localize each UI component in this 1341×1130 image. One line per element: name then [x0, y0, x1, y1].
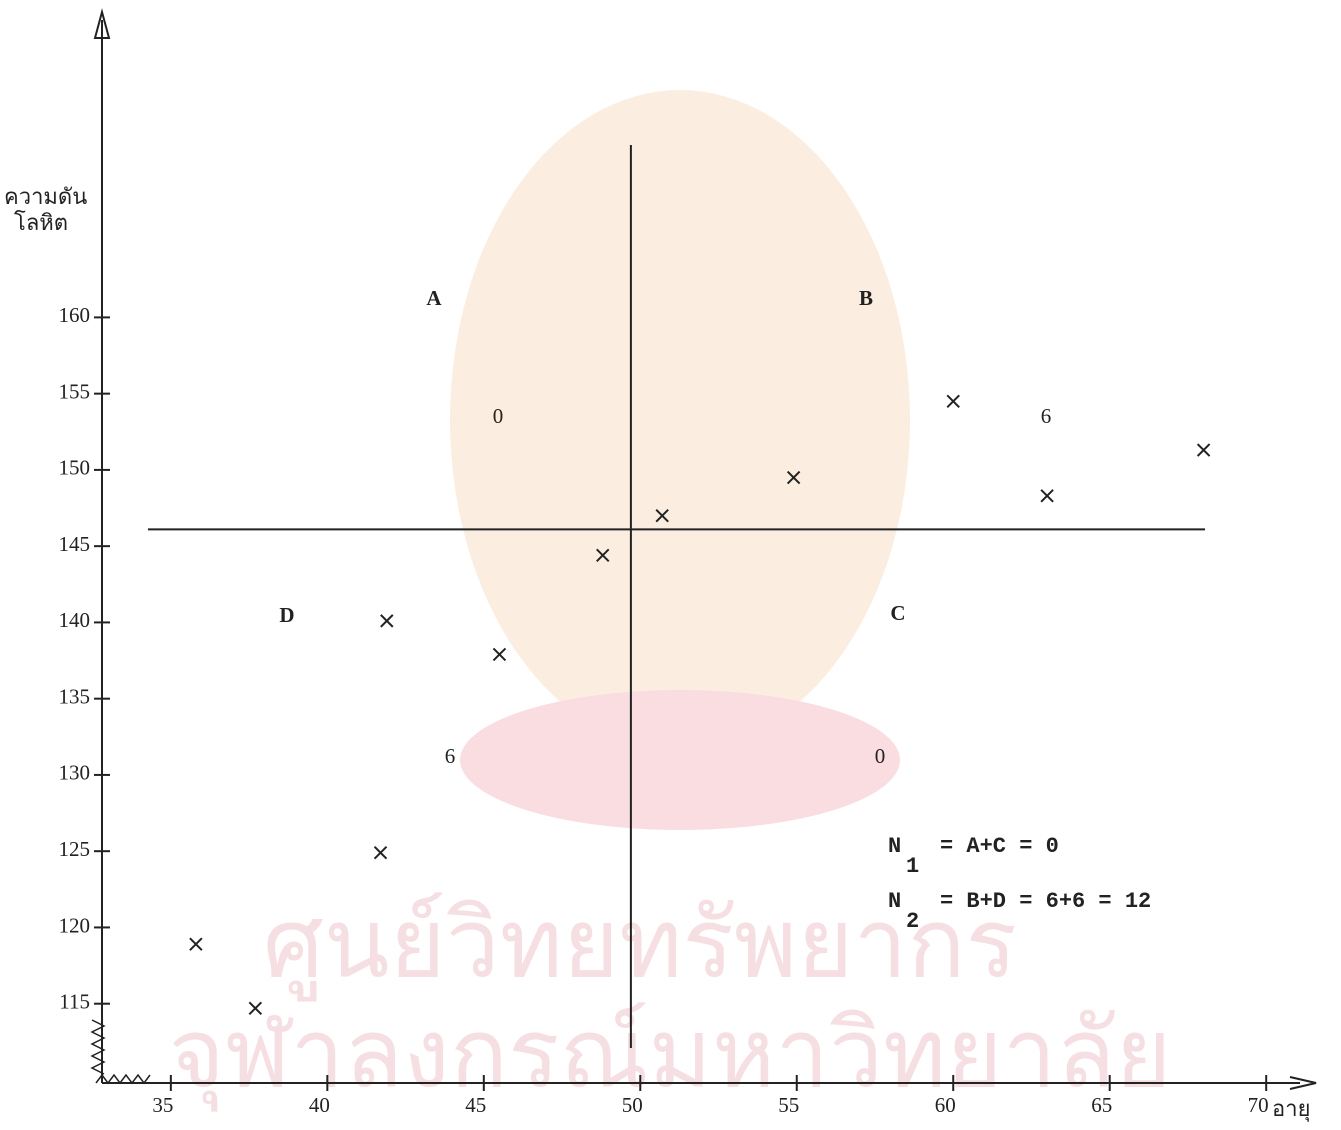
x-axis-arrow [1289, 1076, 1317, 1090]
point [380, 614, 394, 628]
point-stroke [248, 1001, 263, 1015]
y-axis-arrow [93, 8, 111, 39]
point [189, 937, 203, 951]
point-stroke [373, 846, 388, 860]
formula-symbol: N [888, 834, 901, 859]
x-tick-label: 70 [1248, 1093, 1269, 1117]
y-axis-label: โลหิต [14, 210, 68, 236]
point-stroke [1196, 443, 1211, 457]
point-stroke [786, 470, 801, 485]
point [1040, 489, 1054, 503]
watermark-text: จุฬาลงกรณ์มหาวิทยาลัย [168, 997, 1171, 1112]
formula-text: = A+C = 0 [940, 834, 1059, 859]
quadrant-count: 6 [445, 744, 456, 768]
quadrant-label: A [426, 286, 442, 310]
y-tick-label: 115 [59, 990, 90, 1014]
x-tick-label: 40 [309, 1093, 330, 1117]
axis-break [95, 1073, 151, 1085]
y-tick-label: 140 [59, 608, 91, 632]
y-axis-label: ความดัน [4, 185, 87, 210]
point-stroke [380, 614, 394, 628]
quadrant-label: C [890, 601, 905, 625]
y-tick-label: 125 [59, 837, 91, 861]
x-tick-label: 55 [778, 1093, 799, 1117]
quadrant-label: B [859, 286, 873, 310]
y-tick-label: 130 [59, 761, 91, 785]
y-tick-label: 120 [59, 913, 91, 937]
x-tick-label: 35 [152, 1093, 173, 1117]
formula-subscript: 1 [906, 854, 919, 879]
formula-text: = B+D = 6+6 = 12 [940, 889, 1151, 914]
formula-subscript: 2 [906, 909, 919, 934]
point [655, 508, 669, 523]
quadrant-count: 6 [1041, 404, 1052, 428]
point [373, 846, 388, 860]
formula-symbol: N [888, 889, 901, 914]
point-stroke [596, 548, 610, 563]
x-tick-label: 50 [622, 1093, 643, 1117]
watermark-emblem [450, 90, 910, 750]
quadrant-count: 0 [493, 404, 504, 428]
point [1196, 443, 1211, 457]
quadrant-label: D [279, 603, 294, 627]
y-tick-label: 155 [59, 379, 91, 403]
watermark-text: ศูนย์วิทยทรัพยากร [263, 887, 1017, 1001]
axis-break [90, 1019, 106, 1075]
point [248, 1001, 263, 1015]
point [946, 394, 960, 408]
x-tick-label: 60 [935, 1093, 956, 1117]
x-tick-label: 65 [1091, 1093, 1112, 1117]
quadrant-count: 0 [875, 744, 886, 768]
point [492, 647, 507, 662]
y-tick-label: 150 [59, 456, 91, 480]
y-tick-label: 145 [59, 532, 91, 556]
point-stroke [189, 937, 203, 951]
point-stroke [655, 508, 669, 523]
watermark-emblem [460, 690, 900, 830]
point-stroke [1040, 489, 1054, 503]
point-stroke [946, 394, 960, 408]
point [786, 470, 801, 485]
point [596, 548, 610, 563]
x-tick-label: 45 [465, 1093, 486, 1117]
y-tick-label: 160 [59, 303, 91, 327]
y-tick-label: 135 [59, 684, 91, 708]
x-axis-label: อายุ [1272, 1097, 1310, 1122]
point-stroke [492, 647, 507, 662]
